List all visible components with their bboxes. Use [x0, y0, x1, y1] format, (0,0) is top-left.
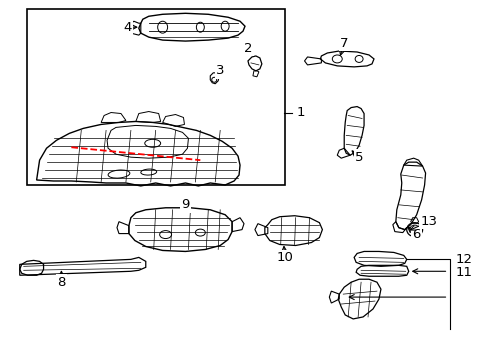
Bar: [27, 9, 284, 185]
Text: 12: 12: [454, 253, 471, 266]
Text: 7: 7: [339, 37, 348, 50]
Text: 8: 8: [57, 276, 65, 289]
Text: 5: 5: [354, 151, 363, 164]
Text: 11: 11: [454, 266, 471, 279]
Text: 6: 6: [412, 228, 420, 241]
Text: 2: 2: [243, 41, 252, 54]
Text: 4: 4: [123, 21, 132, 34]
Text: 1: 1: [296, 106, 305, 119]
Text: 10: 10: [276, 251, 292, 264]
Text: 9: 9: [181, 198, 189, 211]
Text: 3: 3: [216, 64, 224, 77]
Text: 13: 13: [419, 215, 436, 228]
